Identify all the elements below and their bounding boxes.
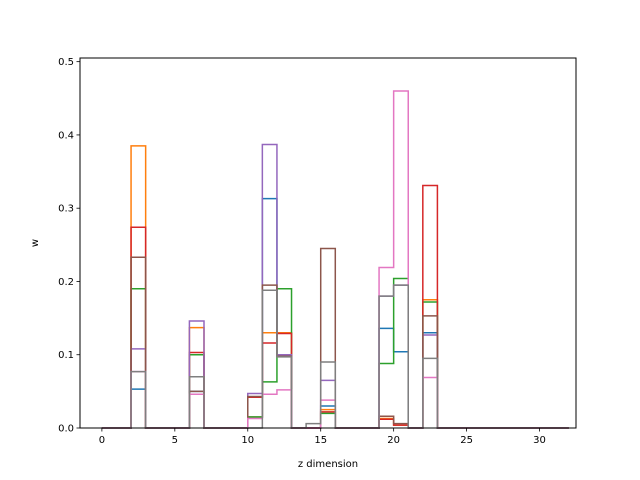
y-tick-label: 0.5 <box>58 57 74 68</box>
x-tick-label: 30 <box>533 435 546 446</box>
x-tick-label: 25 <box>460 435 473 446</box>
y-tick-label: 0.3 <box>58 204 74 215</box>
y-tick-label: 0.0 <box>58 424 74 435</box>
y-axis-label: w <box>30 239 41 247</box>
x-tick-label: 10 <box>241 435 254 446</box>
x-tick-label: 5 <box>172 435 178 446</box>
x-tick-label: 20 <box>387 435 400 446</box>
x-tick-label: 15 <box>314 435 327 446</box>
x-axis-label: z dimension <box>298 459 358 470</box>
y-tick-label: 0.2 <box>58 277 74 288</box>
plot-frame <box>79 57 577 429</box>
y-tick-label: 0.4 <box>58 130 74 141</box>
ticks-layer: 0 5 10 15 20 25 30 0.0 0.1 0.2 0.3 0.4 0.5 <box>58 57 546 446</box>
x-tick-label: 0 <box>99 435 105 446</box>
plot-area <box>80 58 576 428</box>
y-tick-label: 0.1 <box>58 350 74 361</box>
